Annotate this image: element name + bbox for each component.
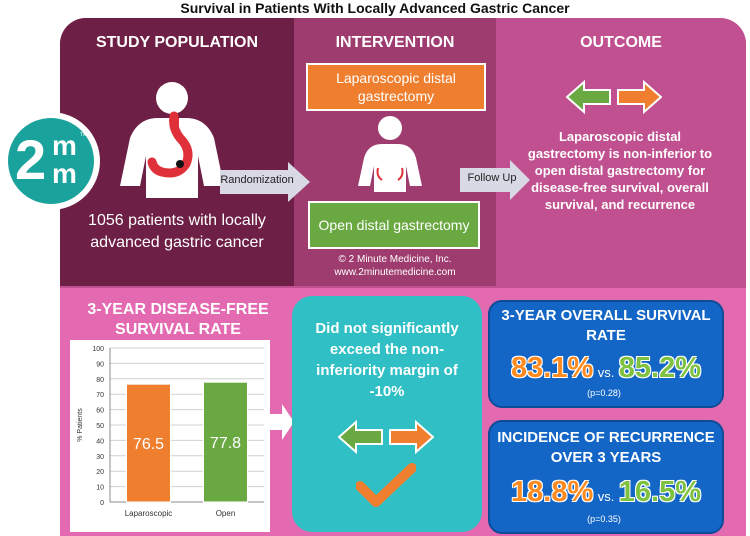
dfs-header: 3-YEAR DISEASE-FREE SURVIVAL RATE <box>87 301 269 338</box>
outcome-panel <box>496 18 746 286</box>
recurrence-p-value: (p=0.35) <box>587 514 621 524</box>
recurrence-panel <box>488 420 724 534</box>
checkmark-icon <box>356 463 416 507</box>
logo <box>8 118 94 204</box>
overall-survival-open: 85.2% <box>618 352 701 384</box>
y-tick-label: 20 <box>96 469 104 476</box>
study-population-description: 1056 patients with locally advanced gast… <box>88 212 266 251</box>
study-population-header: STUDY POPULATION <box>95 34 259 51</box>
comparison-arrows-icon <box>566 80 662 114</box>
page-title: Survival in Patients With Locally Advanc… <box>180 0 570 16</box>
y-tick-label: 50 <box>96 423 104 430</box>
y-tick-label: 0 <box>100 500 104 507</box>
intervention-header: INTERVENTION <box>335 34 455 51</box>
y-axis-label: % Patients <box>77 408 84 442</box>
bar-value-label: 77.8 <box>210 435 241 452</box>
x-tick-label: Laparoscopic <box>125 509 173 518</box>
y-tick-label: 80 <box>96 377 104 384</box>
y-tick-label: 60 <box>96 408 104 415</box>
y-tick-label: 70 <box>96 392 104 399</box>
recurrence-vs: vs. <box>597 489 615 504</box>
y-tick-label: 90 <box>96 361 104 368</box>
outcome-header: OUTCOME <box>580 34 662 51</box>
overall-survival-header: 3-YEAR OVERALL SURVIVAL RATE <box>501 307 711 344</box>
outcome-description: Laparoscopic distal gastrectomy is non-i… <box>527 129 713 212</box>
copyright-text: © 2 Minute Medicine, Inc. <box>338 254 452 265</box>
noninferiority-text: Did not significantly exceed the non-inf… <box>315 320 459 400</box>
overall-survival-laparoscopic: 83.1% <box>511 352 594 384</box>
patient-stomach-icon <box>120 82 224 198</box>
dfs-bar-chart: 0 10 20 30 40 50 60 70 80 90 100 % Patients 76.5 Lapa… <box>77 346 264 518</box>
randomization-arrow-icon <box>220 162 310 202</box>
y-tick-label: 100 <box>92 346 104 353</box>
bar-value-label: 76.5 <box>133 436 164 453</box>
recurrence-laparoscopic: 18.8% <box>511 476 594 508</box>
x-tick-label: Open <box>216 509 236 518</box>
bar-open <box>203 381 248 503</box>
website-text: www.2minutemedicine.com <box>334 267 456 278</box>
comparison-arrows-icon-2 <box>338 420 434 454</box>
open-arm-box: Open distal gastrectomy <box>308 201 480 249</box>
recurrence-open: 16.5% <box>618 476 701 508</box>
open-arm-label: Open distal gastrectomy <box>318 217 470 233</box>
laparoscopic-arm-label: Laparoscopic distal gastrectomy <box>336 70 456 104</box>
laparoscopic-arm-box: Laparoscopic distal gastrectomy <box>306 63 486 111</box>
logo-trademark: TM <box>80 132 88 138</box>
recurrence-header: INCIDENCE OF RECURRENCE OVER 3 YEARS <box>497 429 715 466</box>
randomization-label: Randomization <box>220 174 294 186</box>
right-arrow-icon <box>270 404 294 440</box>
logo-letter-bottom: m <box>52 158 77 189</box>
follow-up-label: Follow Up <box>467 172 517 184</box>
y-tick-label: 30 <box>96 454 104 461</box>
y-tick-label: 10 <box>96 485 104 492</box>
patient-icon <box>358 116 422 192</box>
overall-survival-p-value: (p=0.28) <box>587 388 621 398</box>
recurrence-values: 18.8% vs. 16.5% <box>490 476 722 509</box>
bar-laparoscopic <box>126 383 171 503</box>
y-tick-label: 40 <box>96 438 104 445</box>
logo-number: 2 <box>15 128 47 191</box>
overall-survival-vs: vs. <box>597 365 615 380</box>
overall-survival-panel <box>488 300 724 408</box>
logo-letter-top: m <box>52 130 77 161</box>
follow-up-arrow-icon <box>460 160 530 200</box>
overall-survival-values: 83.1% vs. 85.2% <box>490 352 722 385</box>
